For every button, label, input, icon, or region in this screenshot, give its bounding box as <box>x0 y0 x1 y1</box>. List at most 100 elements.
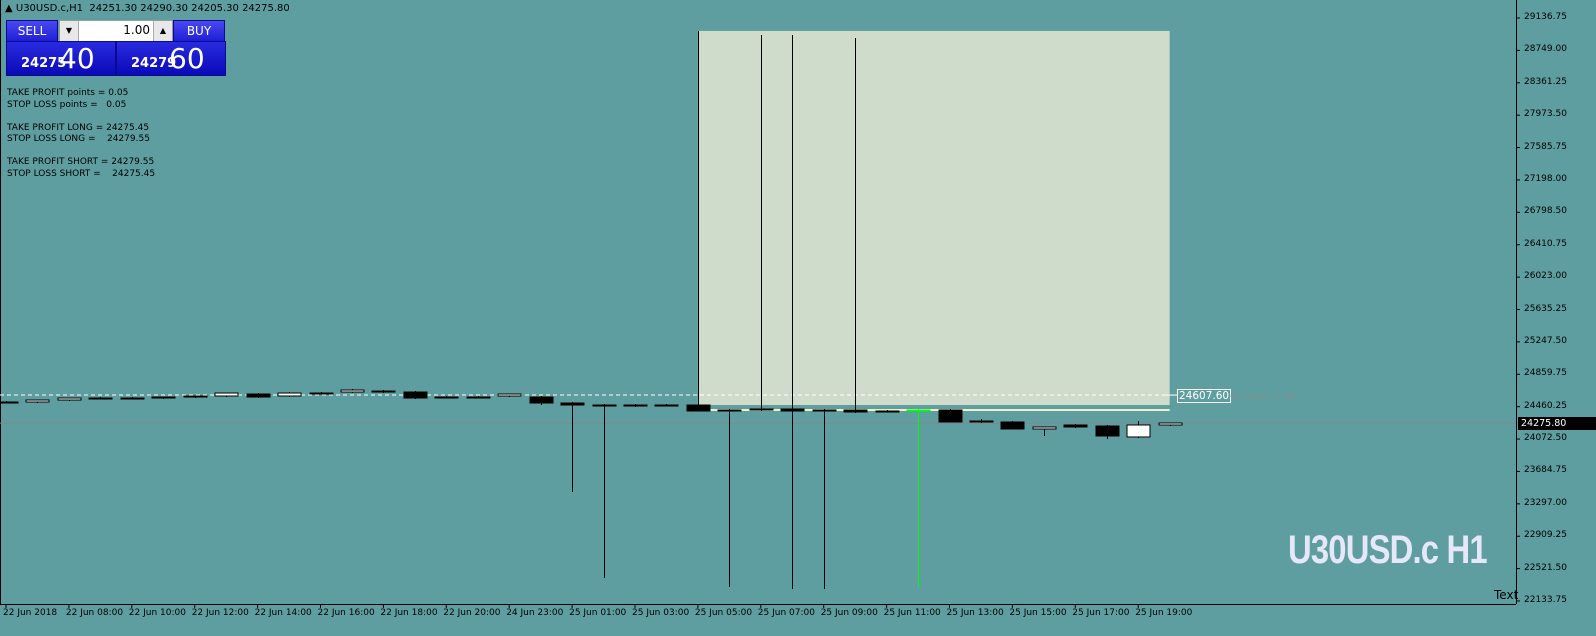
candle-body <box>309 392 334 395</box>
candle-body <box>529 396 554 404</box>
price-tick-label: 29136.75 <box>1524 12 1567 22</box>
candle-body <box>1000 421 1025 430</box>
price-tick-label: 25635.25 <box>1524 303 1567 314</box>
time-tick-label: 22 Jun 10:00 <box>128 608 186 618</box>
price-tick-label: 26798.50 <box>1524 206 1567 217</box>
time-tick-label: 25 Jun 07:00 <box>757 608 815 618</box>
candle-body <box>938 409 963 423</box>
candle-body <box>906 409 931 412</box>
price-tick-label: 22133.75 <box>1524 595 1567 605</box>
candle-body <box>434 396 459 399</box>
candle-body <box>1095 425 1120 437</box>
info-line: STOP LOSS points = 0.05 <box>7 99 127 110</box>
open-level-text: 01 Open + $0 <box>1230 392 1296 402</box>
price-tick-label: 28749.00 <box>1524 44 1567 55</box>
candle-body <box>151 396 176 399</box>
price-tick-label: 25247.50 <box>1524 335 1567 346</box>
info-line: STOP LOSS SHORT = 24275.45 <box>7 168 156 179</box>
candle-body <box>214 392 239 397</box>
time-tick-label: 25 Jun 01:00 <box>569 608 627 618</box>
info-line: STOP LOSS LONG = 24279.55 <box>7 134 150 144</box>
price-tick-label: 27585.75 <box>1524 141 1567 152</box>
price-tick-label: 22521.50 <box>1524 562 1567 573</box>
price-tick-label: 28361.25 <box>1524 76 1567 87</box>
price-tick-label: 27973.50 <box>1524 109 1567 120</box>
symbol-label: U30USD.c,H1 <box>15 3 84 14</box>
time-tick-label: 22 Jun 20:00 <box>443 608 501 618</box>
time-tick-label: 25 Jun 17:00 <box>1072 608 1130 618</box>
price-tick-label: 23684.75 <box>1524 465 1567 476</box>
buy-price-main: 24279 <box>131 56 177 71</box>
time-tick-label: 22 Jun 2018 <box>3 608 58 618</box>
candle-body <box>497 393 522 397</box>
candle-body <box>246 393 271 398</box>
candle-body <box>686 404 711 412</box>
candle-body <box>340 389 365 393</box>
buy-price-button[interactable]: 24279 60 <box>116 41 226 76</box>
time-tick-label: 25 Jun 09:00 <box>820 608 878 618</box>
chart-header: ▲ U30USD.c,H1 24251.30 24290.30 24205.30… <box>5 3 290 14</box>
candle-body <box>749 408 774 411</box>
candle-body <box>1063 424 1088 428</box>
candle-body <box>812 409 837 412</box>
candle-body <box>1126 424 1151 438</box>
price-tick-label: 24072.50 <box>1524 433 1567 444</box>
price-zone <box>697 30 1170 406</box>
candle-body <box>57 397 82 401</box>
sell-button[interactable]: SELL <box>6 20 58 42</box>
lot-size-stepper: ▼ ▲ <box>59 20 173 42</box>
info-line: TAKE PROFIT SHORT = 24279.55 <box>7 157 155 167</box>
increase-lot-icon[interactable]: ▲ <box>153 21 172 41</box>
buy-price-pips: 60 <box>169 42 205 75</box>
candle-body <box>717 409 742 412</box>
info-line: TAKE PROFIT points = 0.05 <box>7 88 129 98</box>
time-tick-label: 25 Jun 19:00 <box>1135 608 1193 618</box>
price-tick-label: 27198.00 <box>1524 173 1567 184</box>
time-tick-label: 22 Jun 08:00 <box>65 608 124 618</box>
candle-body <box>623 404 648 407</box>
time-tick-label: 22 Jun 16:00 <box>317 608 375 618</box>
info-line: TAKE PROFIT LONG = 24275.45 <box>7 122 150 133</box>
price-tick-label: 24460.25 <box>1524 400 1567 411</box>
decrease-lot-icon[interactable]: ▼ <box>60 21 79 41</box>
candle-body <box>592 404 617 407</box>
price-tick-label: 26023.00 <box>1524 271 1567 282</box>
candle-body <box>1158 422 1183 426</box>
candle-body <box>277 392 302 397</box>
time-tick-label: 25 Jun 15:00 <box>1009 608 1067 618</box>
buy-button[interactable]: BUY <box>173 20 225 42</box>
candle-body <box>88 397 113 400</box>
text-object[interactable]: Text <box>1494 588 1519 602</box>
candle-body <box>969 420 994 423</box>
time-tick-label: 22 Jun 18:00 <box>380 608 438 618</box>
candle-body <box>25 399 50 403</box>
time-tick-label: 24 Jun 23:00 <box>506 608 564 618</box>
candle-body <box>371 390 396 393</box>
candle-body <box>1032 426 1057 430</box>
symbol-watermark: U30USD.c H1 <box>1288 528 1488 572</box>
sell-price-button[interactable]: 24275 40 <box>6 41 116 76</box>
sell-price-pips: 40 <box>59 42 95 75</box>
time-tick-label: 22 Jun 14:00 <box>254 608 312 618</box>
lot-size-input[interactable] <box>80 22 150 38</box>
candle-body <box>780 408 805 412</box>
sell-price-main: 24275 <box>21 56 67 71</box>
time-tick-label: 25 Jun 13:00 <box>946 608 1004 618</box>
candle-body <box>403 391 428 399</box>
time-tick-label: 25 Jun 05:00 <box>694 608 753 618</box>
candle-body <box>875 410 900 413</box>
candle-body <box>654 404 679 407</box>
candle-body <box>0 401 19 404</box>
price-tick-label: 23297.00 <box>1524 497 1567 508</box>
price-tick-label: 22909.25 <box>1524 530 1567 541</box>
open-level-label[interactable]: 24607.60 <box>1177 389 1232 403</box>
one-click-trade-panel: SELL ▼ ▲ BUY 24275 40 24279 60 <box>6 20 226 76</box>
candle-body <box>843 409 868 413</box>
candle-body <box>466 396 491 399</box>
candle-body <box>560 402 585 406</box>
ohlc-values: 24251.30 24290.30 24205.30 24275.80 <box>89 3 290 14</box>
current-price-label: 24275.80 <box>1518 417 1596 430</box>
candle-body <box>120 397 145 400</box>
price-tick-label: 26410.75 <box>1524 238 1567 249</box>
